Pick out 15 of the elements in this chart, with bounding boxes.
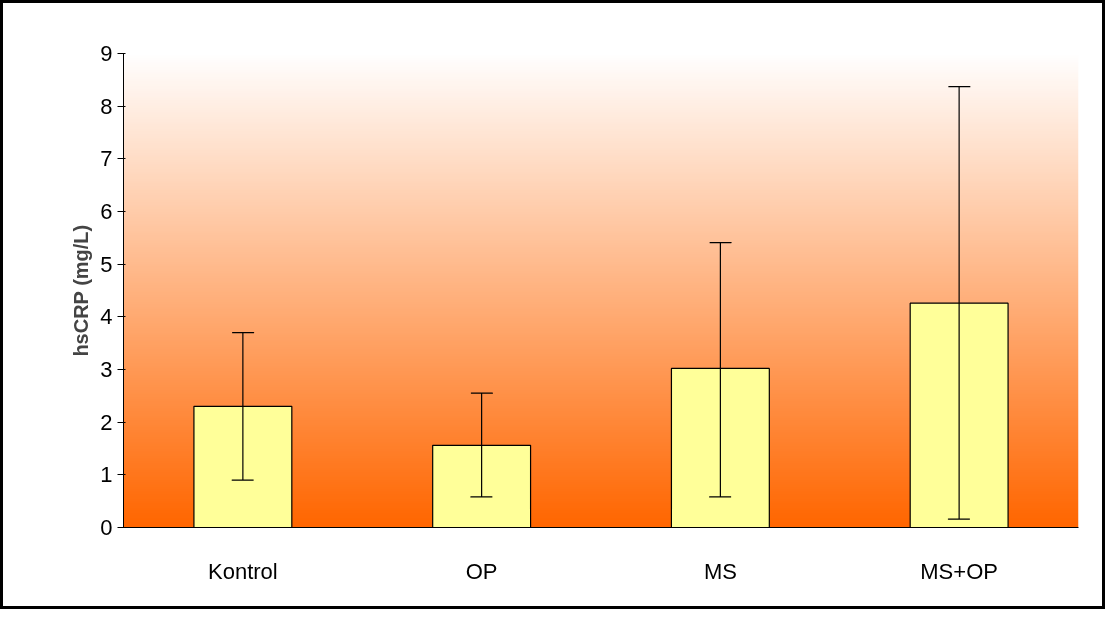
y-tick-label: 4: [100, 304, 113, 330]
y-tick-label: 5: [100, 251, 113, 277]
x-tick-label: MS+OP: [920, 558, 998, 584]
x-tick-label: Kontrol: [208, 558, 278, 584]
y-tick-label: 1: [100, 462, 113, 488]
y-tick-label: 7: [100, 146, 113, 172]
y-tick-label: 2: [100, 409, 113, 435]
y-tick-label: 0: [100, 515, 113, 540]
y-tick-label: 8: [100, 93, 113, 119]
x-tick-label: OP: [465, 558, 498, 584]
y-axis-title: hsCRP (mg/L): [70, 224, 93, 357]
y-tick-label: 9: [100, 41, 113, 66]
y-tick-label: 6: [100, 199, 113, 224]
x-tick-label: MS: [703, 558, 737, 584]
y-tick-label: 3: [100, 357, 113, 382]
